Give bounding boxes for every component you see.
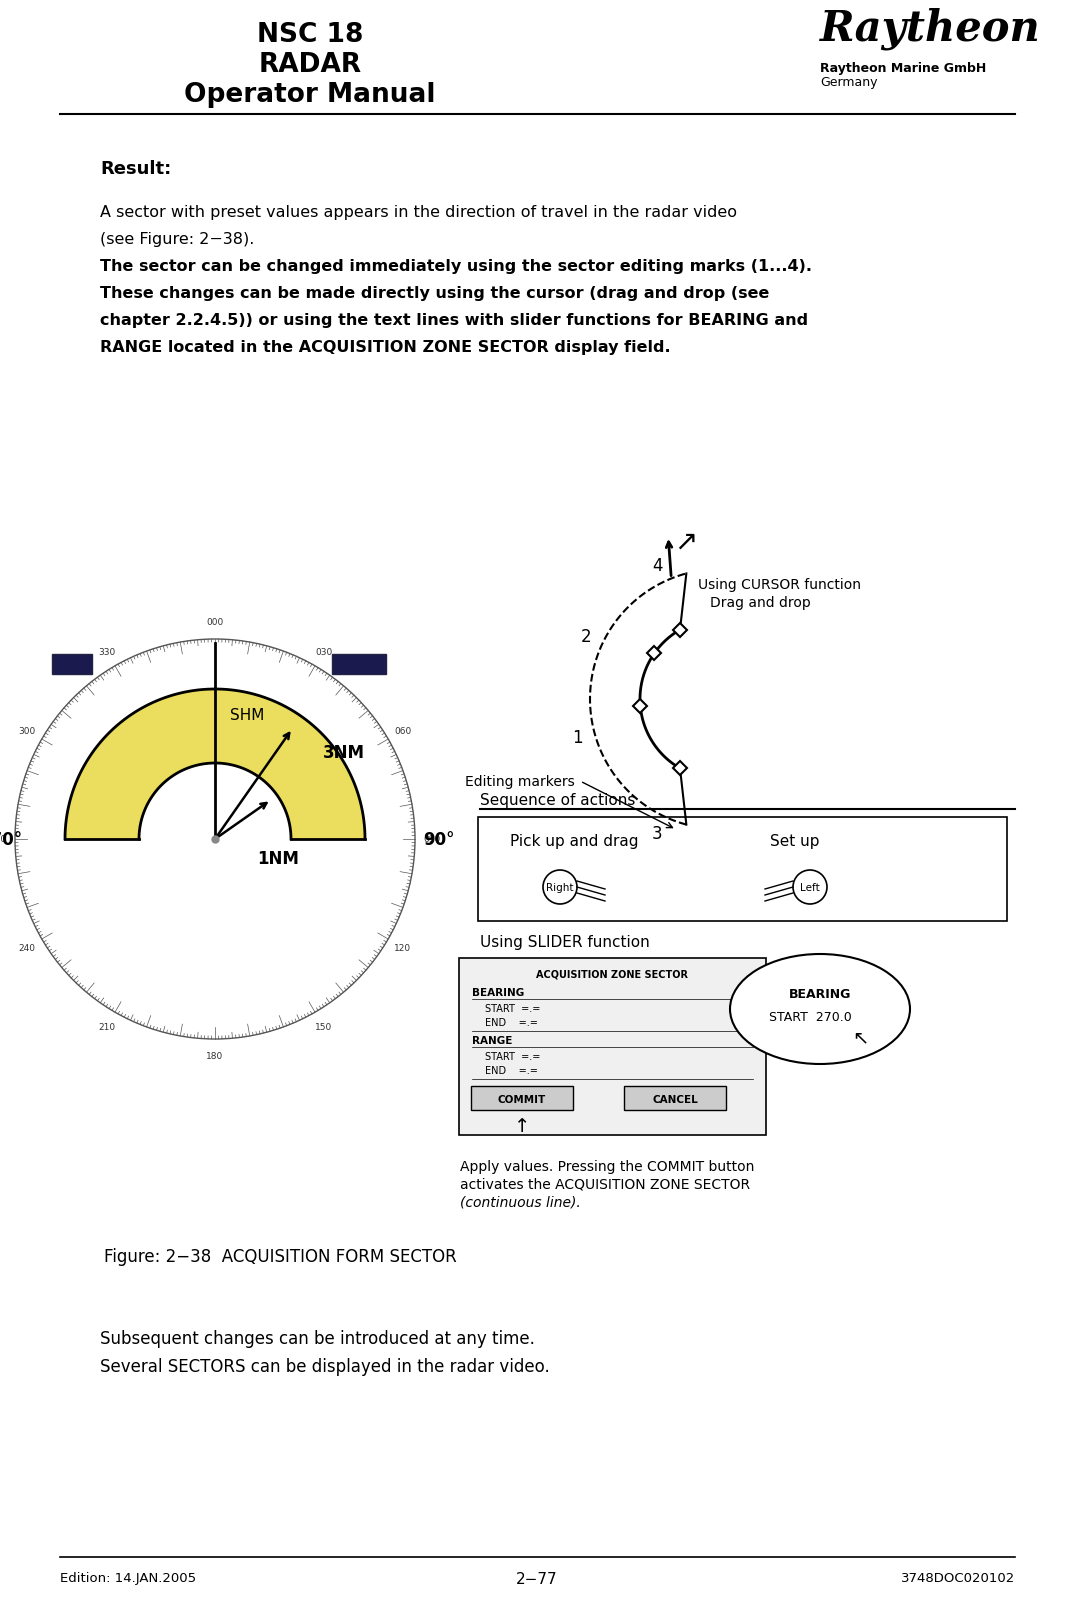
Text: Left: Left <box>800 883 820 893</box>
Text: END    =.=: END =.= <box>485 1065 538 1076</box>
Text: Several SECTORS can be displayed in the radar video.: Several SECTORS can be displayed in the … <box>100 1357 549 1375</box>
Text: Set up: Set up <box>770 834 819 849</box>
Text: chapter 2.2.4.5)) or using the text lines with slider functions for BEARING and: chapter 2.2.4.5)) or using the text line… <box>100 313 808 328</box>
Text: Using CURSOR function: Using CURSOR function <box>699 578 861 592</box>
Text: activates the ACQUISITION ZONE SECTOR: activates the ACQUISITION ZONE SECTOR <box>460 1177 750 1191</box>
Text: CANCEL: CANCEL <box>653 1094 698 1104</box>
Text: START  =.=: START =.= <box>485 1052 541 1061</box>
FancyBboxPatch shape <box>478 818 1007 922</box>
Text: RANGE located in the ACQUISITION ZONE SECTOR display field.: RANGE located in the ACQUISITION ZONE SE… <box>100 339 671 355</box>
Text: END    =.=: END =.= <box>485 1018 538 1027</box>
Text: (see Figure: 2−38).: (see Figure: 2−38). <box>100 232 255 247</box>
Text: Operator Manual: Operator Manual <box>184 81 435 109</box>
Text: A sector with preset values appears in the direction of travel in the radar vide: A sector with preset values appears in t… <box>100 204 737 219</box>
Text: 270°: 270° <box>0 831 24 849</box>
Text: 090: 090 <box>424 834 441 844</box>
Text: SHM: SHM <box>230 708 264 724</box>
Text: Subsequent changes can be introduced at any time.: Subsequent changes can be introduced at … <box>100 1329 535 1347</box>
Text: NSC 18: NSC 18 <box>257 23 363 49</box>
Text: 030: 030 <box>315 648 332 656</box>
Text: The sector can be changed immediately using the sector editing marks (1...4).: The sector can be changed immediately us… <box>100 258 812 274</box>
Text: Editing markers: Editing markers <box>465 774 575 789</box>
Text: START  =.=: START =.= <box>485 1003 541 1013</box>
Text: These changes can be made directly using the cursor (drag and drop (see: These changes can be made directly using… <box>100 286 770 300</box>
Text: 3NM: 3NM <box>322 743 366 761</box>
Text: H-UP: H-UP <box>344 661 374 670</box>
Text: ACQUISITION ZONE SECTOR: ACQUISITION ZONE SECTOR <box>536 969 688 979</box>
Text: Sequence of actions: Sequence of actions <box>481 792 635 808</box>
Text: Raytheon Marine GmbH: Raytheon Marine GmbH <box>820 62 986 75</box>
Text: 300: 300 <box>18 727 35 735</box>
Text: Apply values. Pressing the COMMIT button: Apply values. Pressing the COMMIT button <box>460 1159 755 1173</box>
Text: 90°: 90° <box>422 831 455 849</box>
Text: Drag and drop: Drag and drop <box>710 596 811 610</box>
Text: 060: 060 <box>395 727 412 735</box>
Text: 1: 1 <box>572 729 583 747</box>
FancyBboxPatch shape <box>459 959 766 1136</box>
Text: 240: 240 <box>18 943 35 953</box>
Text: BEARING: BEARING <box>789 988 851 1001</box>
Text: START  270.0: START 270.0 <box>769 1011 851 1024</box>
Text: Using SLIDER function: Using SLIDER function <box>481 935 649 949</box>
FancyBboxPatch shape <box>471 1086 573 1110</box>
Text: Result:: Result: <box>100 161 171 179</box>
Text: Pick up and drag: Pick up and drag <box>510 834 639 849</box>
Text: 4: 4 <box>653 557 662 575</box>
Text: 150: 150 <box>315 1022 332 1032</box>
Text: Edition: 14.JAN.2005: Edition: 14.JAN.2005 <box>60 1571 196 1584</box>
Text: ↖: ↖ <box>851 1027 869 1047</box>
Text: 3: 3 <box>653 824 663 842</box>
Text: 000: 000 <box>206 618 224 626</box>
Text: 2−77: 2−77 <box>516 1571 558 1586</box>
Text: 210: 210 <box>98 1022 115 1032</box>
Text: Right: Right <box>546 883 574 893</box>
Text: 330: 330 <box>98 648 115 656</box>
Text: 2: 2 <box>580 628 591 646</box>
Text: Raytheon: Raytheon <box>820 8 1041 50</box>
Ellipse shape <box>730 954 911 1065</box>
Text: COMMIT: COMMIT <box>498 1094 546 1104</box>
Polygon shape <box>64 690 366 839</box>
Text: RANGE: RANGE <box>472 1035 513 1045</box>
Text: 1NM: 1NM <box>257 849 299 867</box>
FancyBboxPatch shape <box>332 654 386 675</box>
Text: RADAR: RADAR <box>258 52 361 78</box>
Text: 180: 180 <box>206 1052 224 1061</box>
Text: (continuous line).: (continuous line). <box>460 1195 580 1209</box>
Text: 3748DOC020102: 3748DOC020102 <box>901 1571 1015 1584</box>
Text: 270: 270 <box>0 834 6 844</box>
Text: BEARING: BEARING <box>472 987 525 998</box>
Text: Germany: Germany <box>820 76 877 89</box>
Text: ↑: ↑ <box>514 1117 530 1136</box>
FancyBboxPatch shape <box>624 1086 726 1110</box>
Text: 120: 120 <box>395 943 412 953</box>
Text: ↗: ↗ <box>675 527 698 555</box>
Text: Figure: 2−38  ACQUISITION FORM SECTOR: Figure: 2−38 ACQUISITION FORM SECTOR <box>103 1246 457 1266</box>
Text: RM: RM <box>62 661 82 670</box>
FancyBboxPatch shape <box>52 654 92 675</box>
